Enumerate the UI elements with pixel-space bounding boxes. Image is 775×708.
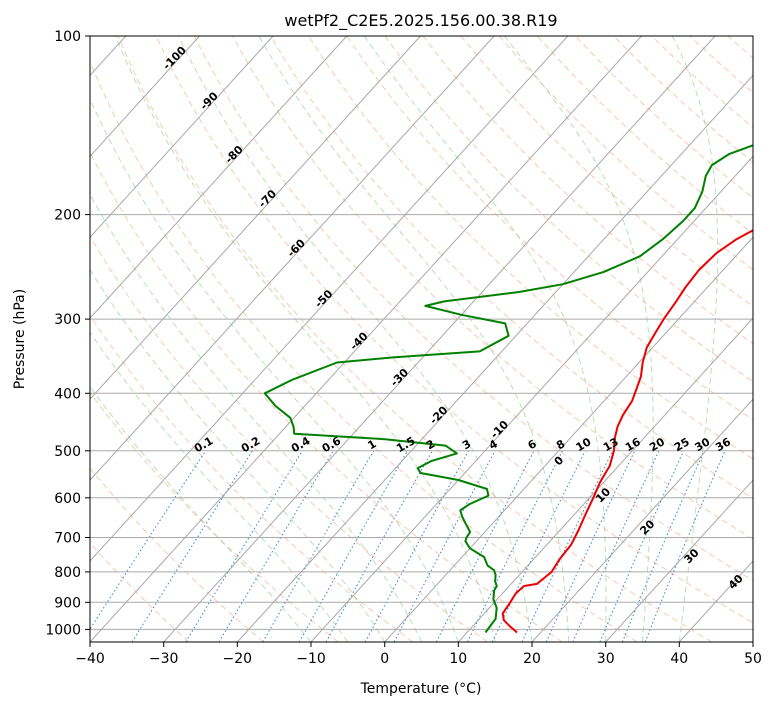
isotherm <box>90 36 569 562</box>
mixing-ratio-line <box>572 450 660 642</box>
y-tick-label: 500 <box>54 444 81 460</box>
x-tick-label: −30 <box>149 651 179 667</box>
x-axis-label: Temperature (°C) <box>360 681 482 697</box>
mixing-ratio-line <box>325 450 433 642</box>
mixing-ratio-line <box>599 450 685 642</box>
y-tick-label: 400 <box>54 386 81 402</box>
moist-adiabat <box>90 97 459 642</box>
series-layer <box>263 144 753 634</box>
x-tick-label: 30 <box>597 651 615 667</box>
moist-adiabat <box>90 268 386 642</box>
y-tick-label: 700 <box>54 531 81 547</box>
mixing-ratio-line <box>393 450 496 642</box>
isotherm <box>90 36 274 238</box>
x-tick-label: −10 <box>296 651 326 667</box>
isotherm <box>90 36 421 400</box>
plot-frame <box>89 35 754 643</box>
dry-adiabat <box>90 235 488 642</box>
x-axis: −40 −30 −20 −10 0 10 20 30 40 50 <box>75 642 762 667</box>
y-tick-label: 900 <box>54 595 81 611</box>
isotherm <box>90 36 642 642</box>
y-tick-label: 100 <box>54 29 81 45</box>
isotherm <box>236 74 753 642</box>
isotherm <box>310 155 753 642</box>
isotherm <box>531 398 753 642</box>
dry-adiabat <box>346 36 753 421</box>
dry-adiabat <box>193 36 753 582</box>
y-axis-label: Pressure (hPa) <box>12 289 28 389</box>
dry-adiabat <box>90 467 264 642</box>
dry-adiabat <box>90 542 190 642</box>
dry-adiabat <box>155 36 753 624</box>
x-tick-label: 10 <box>449 651 467 667</box>
moist-adiabat <box>671 36 719 642</box>
dry-adiabat <box>270 36 753 500</box>
background-lines <box>90 36 753 642</box>
dry-adiabat <box>308 36 753 460</box>
x-tick-label: 50 <box>744 651 762 667</box>
mixing-ratio-line <box>467 450 563 642</box>
x-tick-label: 40 <box>670 651 688 667</box>
moist-adiabat <box>258 36 570 642</box>
series-line-2 <box>263 144 753 634</box>
x-tick-label: −40 <box>75 651 105 667</box>
moist-adiabat <box>177 36 533 642</box>
dry-adiabat <box>231 36 753 540</box>
isotherm <box>90 36 200 158</box>
y-tick-label: 800 <box>54 565 81 581</box>
moist-adiabat <box>90 331 349 642</box>
isotherm <box>90 36 495 481</box>
y-tick-label: 300 <box>54 312 81 328</box>
grid <box>90 36 753 642</box>
chart-title: wetPf2_C2E5.2025.156.00.38.R19 <box>284 11 557 31</box>
dry-adiabat <box>90 391 339 642</box>
mixing-ratio-line <box>621 450 705 642</box>
mixing-ratio-line <box>185 450 303 642</box>
mixing-ratio-line <box>218 450 334 642</box>
moist-adiabat <box>114 36 496 642</box>
isotherm <box>384 236 753 642</box>
mixing-ratio-line <box>90 450 206 631</box>
dry-adiabat <box>117 36 712 642</box>
isotherm <box>457 317 753 642</box>
series-line-1 <box>501 229 753 634</box>
y-tick-label: 600 <box>54 491 81 507</box>
mixing-ratio-line <box>491 450 586 642</box>
isotherm <box>90 36 348 319</box>
y-tick-label: 1000 <box>45 622 81 638</box>
mixing-ratio-line <box>131 450 253 642</box>
mixing-ratio-line <box>364 450 469 642</box>
dry-adiabat <box>90 151 563 642</box>
moist-adiabat <box>363 36 607 642</box>
y-axis: 100 200 300 400 500 600 700 800 900 1000 <box>45 29 90 638</box>
moist-adiabat <box>90 385 312 642</box>
isotherm <box>605 479 753 642</box>
isotherm <box>163 36 716 642</box>
x-tick-label: 0 <box>380 651 389 667</box>
y-tick-label: 200 <box>54 208 81 224</box>
x-tick-label: 20 <box>523 651 541 667</box>
x-tick-label: −20 <box>223 651 253 667</box>
